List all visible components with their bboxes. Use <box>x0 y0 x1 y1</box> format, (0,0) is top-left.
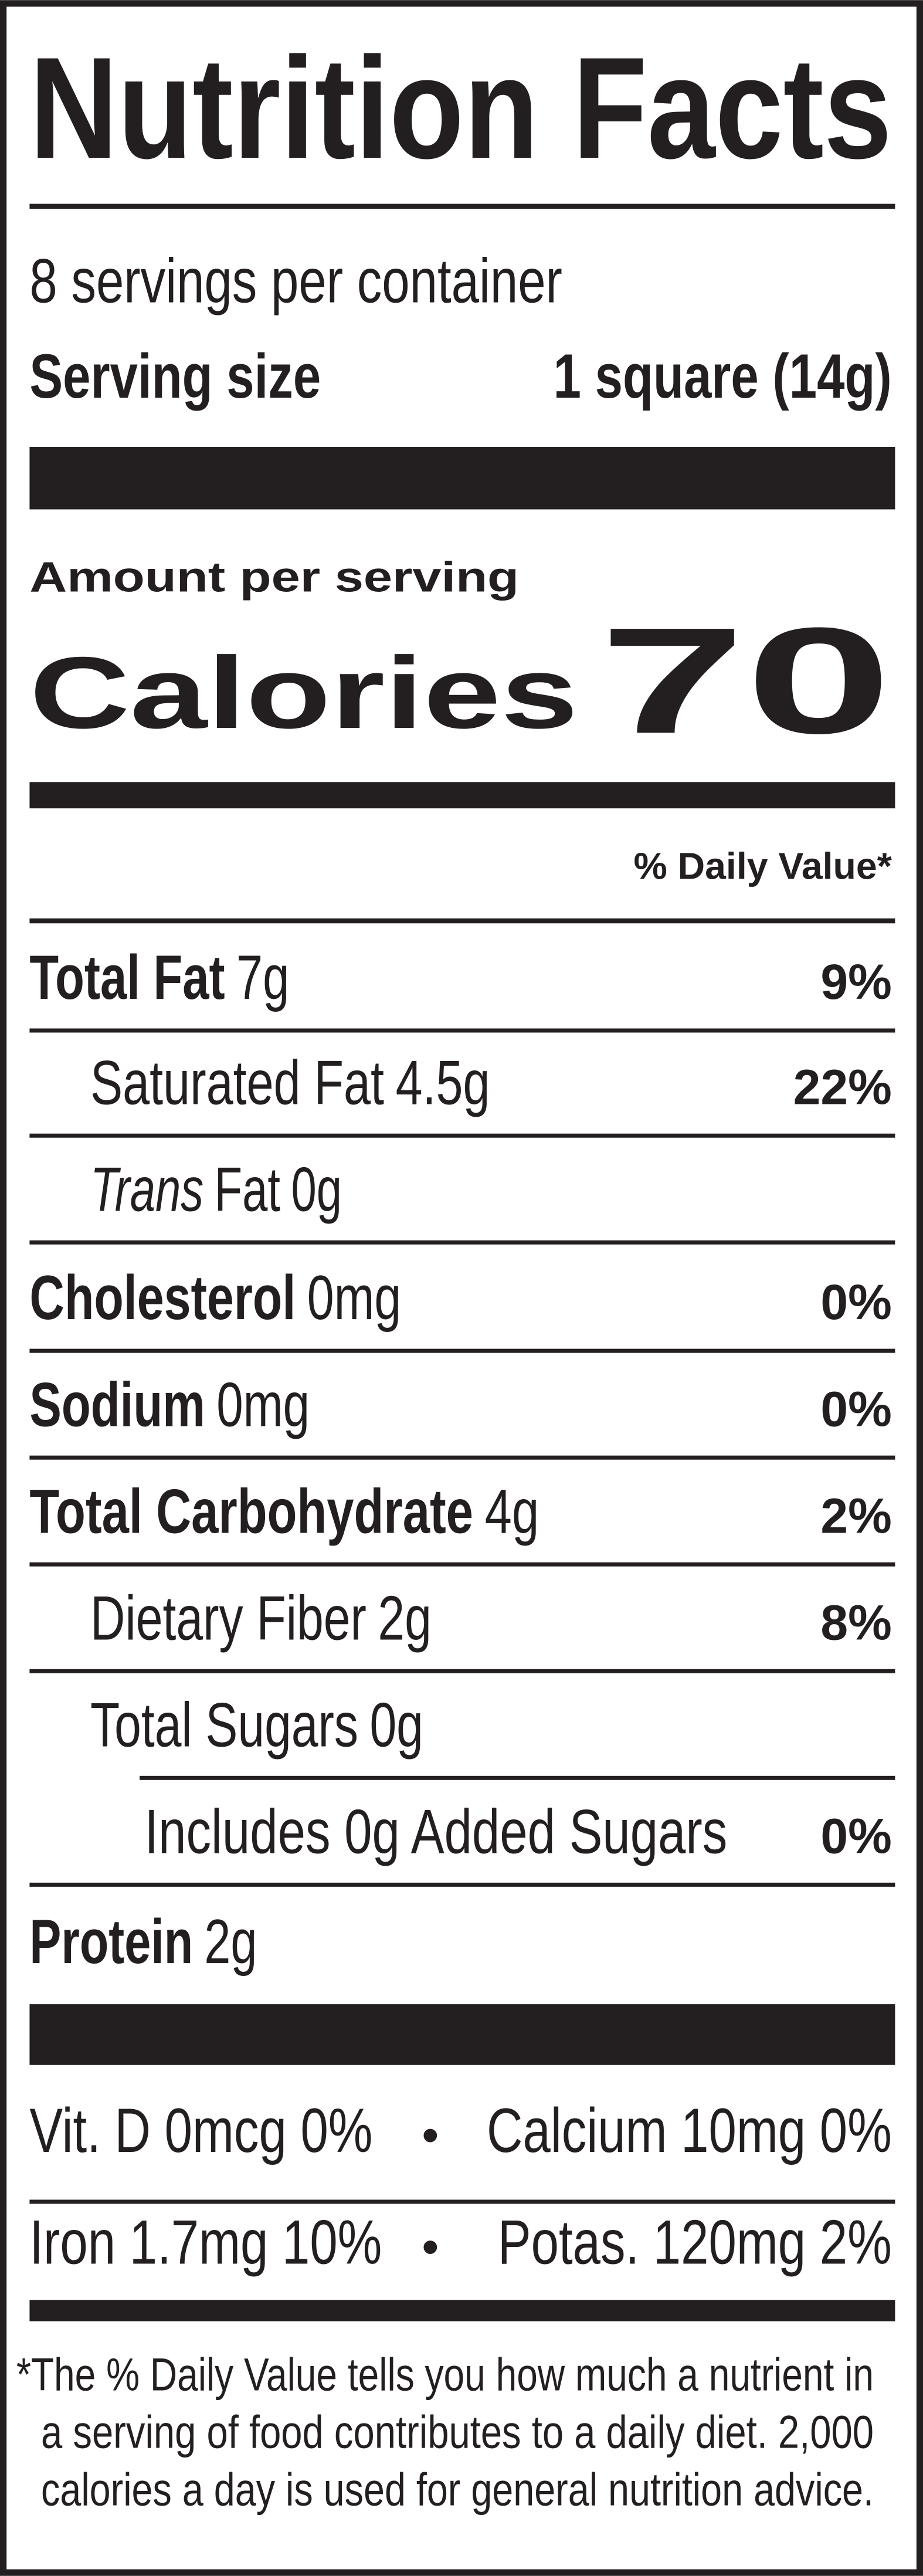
nutrient-row: Total Fat7g <box>29 943 289 1012</box>
vitamin-right: Calcium 10mg 0% <box>487 2096 892 2165</box>
vitamin-separator: • <box>422 2107 439 2163</box>
nutrient-amount: 4.5g <box>396 1048 490 1117</box>
nutrient-amount: 7g <box>236 943 290 1012</box>
nutrient-dv: 2% <box>820 1488 891 1543</box>
nutrient-amount: 4g <box>485 1476 539 1546</box>
nutrient-name-italic: Trans <box>90 1154 203 1224</box>
servings: 8 servings per container <box>29 246 562 316</box>
rule <box>29 782 895 809</box>
rule <box>29 1669 895 1673</box>
nutrient-dv: 0% <box>820 1808 891 1863</box>
nutrient-name: Sodium <box>29 1370 205 1439</box>
nutrient-row: Includes 0g Added Sugars <box>144 1797 727 1866</box>
nutrient-row: Sodium0mg <box>29 1370 310 1439</box>
nutrient-amount: 0mg <box>216 1370 310 1439</box>
nutrient-amount: 0g <box>291 1154 342 1224</box>
vitamin-left: Vit. D 0mcg 0% <box>29 2096 372 2165</box>
footnote-line: calories a day is used for general nutri… <box>41 2463 874 2515</box>
rule <box>29 918 895 924</box>
nutrient-row: Saturated Fat4.5g <box>90 1048 490 1117</box>
rule <box>29 2199 895 2204</box>
serving-size-value: 1 square (14g) <box>554 341 892 411</box>
nutrient-name: Dietary Fiber <box>90 1583 367 1653</box>
nutrient-dv: 8% <box>820 1595 891 1650</box>
amount-per-serving: Amount per serving <box>29 553 519 601</box>
rule <box>29 1240 895 1245</box>
calories-value: 70 <box>599 596 892 765</box>
rule <box>29 2300 895 2321</box>
rule <box>29 447 895 510</box>
nutrient-row: Cholesterol0mg <box>29 1263 401 1333</box>
nutrient-row: Total Carbohydrate4g <box>29 1476 539 1546</box>
vitamin-separator: • <box>422 2219 439 2275</box>
rule <box>29 1882 895 1887</box>
nutrient-row: Total Sugars0g <box>90 1690 423 1760</box>
rule <box>29 1348 895 1353</box>
nutrient-amount: 2g <box>378 1583 432 1653</box>
calories-label: Calories <box>29 636 578 750</box>
nutrient-name: Fat <box>215 1154 280 1224</box>
vitamin-left: Iron 1.7mg 10% <box>29 2208 382 2277</box>
rule <box>29 204 895 209</box>
serving-size-label: Serving size <box>29 341 321 411</box>
nutrient-dv: 9% <box>820 954 891 1009</box>
nutrient-dv: 22% <box>793 1059 892 1114</box>
title: Nutrition Facts <box>29 28 891 189</box>
nutrient-dv: 0% <box>820 1275 891 1330</box>
footnote-line: *The % Daily Value tells you how much a … <box>16 2348 874 2400</box>
nutrient-name: Cholesterol <box>29 1263 296 1333</box>
rule <box>140 1775 895 1780</box>
nutrient-amount: 0g <box>369 1690 423 1760</box>
nutrient-row: Dietary Fiber2g <box>90 1583 432 1653</box>
nutrient-name: Total Carbohydrate <box>29 1476 473 1546</box>
nutrient-name: Protein <box>29 1907 193 1977</box>
nutrient-row: TransFat0g <box>90 1154 342 1224</box>
nutrient-amount: 0mg <box>307 1263 401 1333</box>
rule <box>29 1028 895 1033</box>
footnote-line: a serving of food contributes to a daily… <box>41 2406 874 2458</box>
rule <box>29 1455 895 1460</box>
nutrient-name: Total Fat <box>29 943 225 1012</box>
daily-value-header: % Daily Value* <box>633 845 891 887</box>
nutrient-name: Saturated Fat <box>90 1048 384 1117</box>
nutrient-dv: 0% <box>820 1381 891 1436</box>
rule <box>29 1562 895 1567</box>
nutrient-name: Total Sugars <box>90 1690 358 1760</box>
nutrient-row: Protein2g <box>29 1907 257 1977</box>
nutrient-amount: 2g <box>204 1907 257 1977</box>
vitamin-right: Potas. 120mg 2% <box>498 2208 892 2277</box>
nutrient-name: Includes 0g Added Sugars <box>144 1797 727 1866</box>
rule <box>29 2004 895 2065</box>
rule <box>29 1133 895 1138</box>
